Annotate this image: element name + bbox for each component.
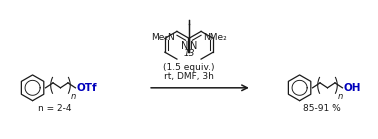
Text: OH: OH: [344, 83, 361, 93]
Text: OTf: OTf: [77, 83, 98, 93]
Text: Me₂N: Me₂N: [151, 33, 175, 42]
Text: 13: 13: [183, 49, 195, 58]
Text: N: N: [190, 41, 197, 51]
Text: N: N: [181, 41, 188, 51]
Text: rt, DMF, 3h: rt, DMF, 3h: [164, 72, 214, 81]
Text: (1.5 equiv.): (1.5 equiv.): [163, 63, 215, 72]
Text: n: n: [338, 92, 343, 101]
Text: n = 2-4: n = 2-4: [38, 104, 71, 113]
Text: NMe₂: NMe₂: [203, 33, 227, 42]
Text: n: n: [70, 92, 76, 101]
Text: 85-91 %: 85-91 %: [303, 104, 340, 113]
